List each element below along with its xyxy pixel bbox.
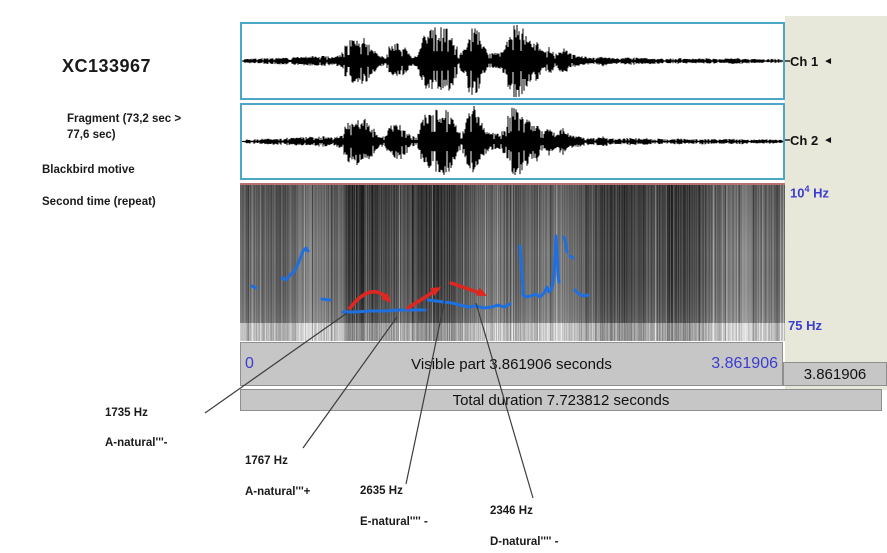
freq-top-unit: Hz <box>813 185 829 201</box>
speaker-icon[interactable]: ◄ <box>823 134 834 146</box>
spectrogram-canvas <box>240 183 785 341</box>
freq-top-exponent: 4 <box>804 184 810 194</box>
waveform-1-canvas <box>242 25 783 97</box>
speaker-icon[interactable]: ◄ <box>823 55 834 67</box>
channel-2-text: Ch 2 <box>790 133 819 148</box>
total-duration-label: Total duration 7.723812 seconds <box>452 391 670 409</box>
freq-axis-top-label: 104 Hz <box>790 184 829 200</box>
waveform-channel-1[interactable] <box>240 22 785 100</box>
fragment-label: Fragment (73,2 sec > 77,6 sec) <box>67 111 181 143</box>
waveform-channel-2[interactable] <box>240 103 785 180</box>
annotation-4-freq: 2346 Hz <box>490 505 533 517</box>
fragment-line2: 77,6 sec) <box>67 129 116 141</box>
freq-axis-bottom-label: 75 Hz <box>788 318 822 333</box>
total-duration-bar[interactable]: Total duration 7.723812 seconds <box>240 389 882 411</box>
selection-duration-box[interactable]: 3.861906 <box>783 362 887 386</box>
channel-1-text: Ch 1 <box>790 54 819 69</box>
visible-part-bar[interactable]: 0 Visible part 3.861906 seconds 3.861906 <box>240 342 783 386</box>
spectrogram[interactable] <box>240 183 785 341</box>
selection-duration-value: 3.861906 <box>803 365 867 383</box>
annotation-1-freq: 1735 Hz <box>105 407 148 419</box>
annotation-4-note: D-natural'''' - <box>490 536 559 548</box>
channel-2-label: Ch 2 ◄ <box>790 133 833 148</box>
note-blackbird-motive: Blackbird motive <box>42 164 135 176</box>
annotation-2-freq: 1767 Hz <box>245 455 288 467</box>
annotation-3-freq: 2635 Hz <box>360 485 403 497</box>
right-side-panel <box>785 16 887 390</box>
annotation-1-note: A-natural'''- <box>105 437 168 449</box>
visible-end-time: 3.861906 <box>711 355 778 372</box>
annotation-3-note: E-natural'''' - <box>360 516 428 528</box>
note-second-time: Second time (repeat) <box>42 196 156 208</box>
fragment-line1: Fragment (73,2 sec > <box>67 113 182 125</box>
visible-start-time: 0 <box>245 355 254 372</box>
recording-id: XC133967 <box>62 56 152 76</box>
ch1-tick <box>785 60 790 62</box>
channel-1-label: Ch 1 ◄ <box>790 54 833 69</box>
annotation-2-note: A-natural'''+ <box>245 486 311 498</box>
ch2-tick <box>785 139 790 141</box>
visible-part-label: Visible part 3.861906 seconds <box>411 355 612 373</box>
waveform-2-canvas <box>242 106 783 175</box>
freq-top-base: 10 <box>790 185 805 201</box>
